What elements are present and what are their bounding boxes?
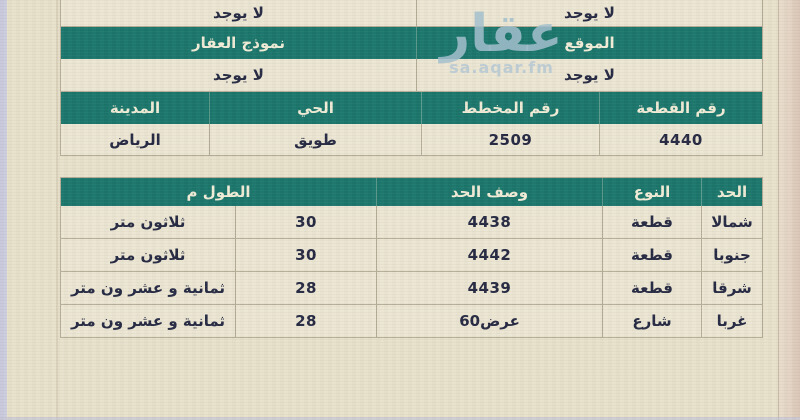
table-row: جنوبا قطعة 4442 30 ثلاثون متر [61, 239, 762, 272]
boundary-side-cell: شمالا [701, 206, 762, 238]
boundary-type-cell: قطعة [602, 206, 701, 238]
boundary-length-value-cell: 30 [235, 206, 376, 238]
boundary-side-cell: شرقا [701, 272, 762, 304]
city-value-cell: الرياض [109, 130, 161, 149]
page-bottom-edge [0, 417, 800, 420]
boundary-length-header-cell: الطول م [186, 183, 251, 201]
boundary-type-header-cell: النوع [602, 178, 701, 206]
city-header-cell: المدينة [109, 99, 161, 117]
boundary-length-value-cell: 28 [235, 305, 376, 337]
piece-number-header-cell: رقم القطعة [599, 92, 762, 124]
table-column-header-row: رقم القطعة رقم المخطط الحي المدينة [61, 92, 762, 124]
boundary-length-value-cell: 28 [235, 272, 376, 304]
page-left-edge [0, 0, 7, 420]
boundary-description-header-cell: وصف الحد [376, 178, 602, 206]
boundaries-table: الحد النوع وصف الحد الطول م شمالا قطعة 4… [60, 177, 763, 338]
location-none-cell: لا يوجد [416, 59, 762, 91]
boundary-side-cell: غربا [701, 305, 762, 337]
table-row: غربا شارع عرض60 28 ثمانية و عشر ون متر [61, 305, 762, 337]
location-none-cell: لا يوجد [416, 0, 762, 26]
piece-number-value-cell: 4440 [599, 124, 762, 155]
boundary-length-text-cell: ثمانية و عشر ون متر [70, 279, 226, 297]
table-row: شرقا قطعة 4439 28 ثمانية و عشر ون متر [61, 272, 762, 305]
district-header-cell: الحي [209, 92, 421, 124]
table-row: لا يوجد لا يوجد [61, 0, 762, 27]
boundary-side-header-cell: الحد [701, 178, 762, 206]
model-header-cell: نموذج العقار [191, 34, 286, 52]
model-none-cell: لا يوجد [213, 4, 264, 22]
plan-number-value-cell: 2509 [421, 124, 599, 155]
boundary-type-cell: شارع [602, 305, 701, 337]
page-right-edge [778, 0, 800, 420]
boundary-description-cell: عرض60 [376, 305, 602, 337]
boundary-length-text-cell: ثلاثون متر [110, 246, 186, 264]
table-row: لا يوجد لا يوجد [61, 59, 762, 92]
plan-number-header-cell: رقم المخطط [421, 92, 599, 124]
boundary-length-text-cell: ثلاثون متر [110, 213, 186, 231]
table-section-header-row: الموقع نموذج العقار [61, 27, 762, 59]
district-value-cell: طويق [209, 124, 421, 155]
boundary-description-cell: 4438 [376, 206, 602, 238]
page-fold-line [56, 0, 58, 420]
boundary-type-cell: قطعة [602, 239, 701, 271]
location-header-cell: الموقع [416, 27, 762, 59]
table-row: شمالا قطعة 4438 30 ثلاثون متر [61, 206, 762, 239]
boundary-description-cell: 4439 [376, 272, 602, 304]
boundary-description-cell: 4442 [376, 239, 602, 271]
boundary-type-cell: قطعة [602, 272, 701, 304]
model-none-cell: لا يوجد [213, 66, 264, 84]
boundary-side-cell: جنوبا [701, 239, 762, 271]
table-column-header-row: الحد النوع وصف الحد الطول م [61, 178, 762, 206]
property-table: لا يوجد لا يوجد الموقع نموذج العقار لا ي… [60, 0, 763, 156]
boundary-length-text-cell: ثمانية و عشر ون متر [70, 312, 226, 330]
table-row: 4440 2509 طويق الرياض [61, 124, 762, 155]
boundary-length-value-cell: 30 [235, 239, 376, 271]
